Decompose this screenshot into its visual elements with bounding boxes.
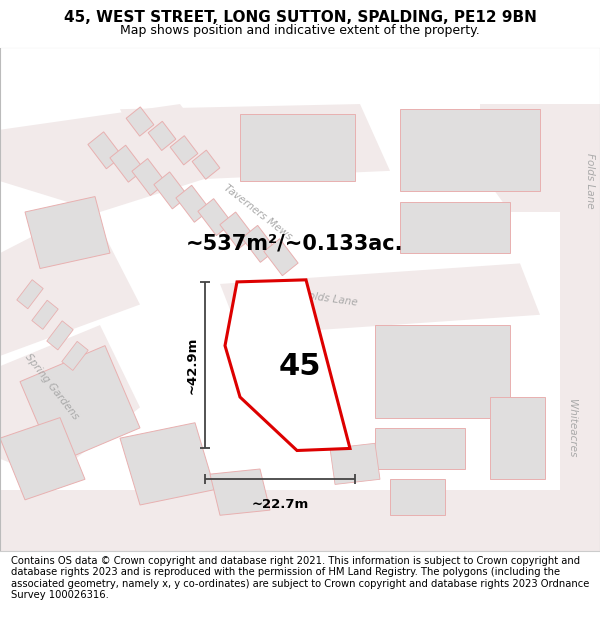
Polygon shape [20,346,140,464]
Polygon shape [220,212,254,249]
Polygon shape [0,325,140,479]
Polygon shape [192,150,220,179]
Polygon shape [400,109,540,191]
Text: 45: 45 [279,352,321,381]
Text: Whiteacres: Whiteacres [567,399,577,457]
Polygon shape [240,114,355,181]
Polygon shape [170,136,198,165]
Polygon shape [25,197,110,269]
Polygon shape [480,104,600,212]
Polygon shape [47,321,73,350]
Polygon shape [32,300,58,329]
Polygon shape [210,469,270,515]
Polygon shape [88,132,122,169]
Polygon shape [0,104,230,212]
Polygon shape [62,341,88,371]
Text: Taverners Mews: Taverners Mews [222,182,294,242]
Polygon shape [132,159,166,196]
Polygon shape [375,428,465,469]
Polygon shape [120,422,215,505]
Polygon shape [225,280,350,451]
Polygon shape [245,320,295,371]
Polygon shape [176,185,210,222]
Text: Folds Lane: Folds Lane [585,153,595,209]
Polygon shape [264,239,298,276]
Polygon shape [330,443,380,484]
Polygon shape [120,104,390,181]
Text: ~42.9m: ~42.9m [185,336,199,394]
Polygon shape [126,107,154,136]
Text: Folds Lane: Folds Lane [302,291,358,308]
Text: 45, WEST STREET, LONG SUTTON, SPALDING, PE12 9BN: 45, WEST STREET, LONG SUTTON, SPALDING, … [64,11,536,26]
Polygon shape [220,263,540,336]
Polygon shape [110,145,144,182]
Polygon shape [375,325,510,418]
Polygon shape [0,418,85,500]
Text: ~22.7m: ~22.7m [251,498,308,511]
Polygon shape [17,279,43,309]
Polygon shape [400,202,510,253]
Text: ~537m²/~0.133ac.: ~537m²/~0.133ac. [186,233,404,253]
Polygon shape [490,397,545,479]
Polygon shape [242,226,276,262]
Polygon shape [390,479,445,515]
Polygon shape [0,489,600,551]
Text: Map shows position and indicative extent of the property.: Map shows position and indicative extent… [120,24,480,37]
Polygon shape [154,172,188,209]
Polygon shape [540,104,600,551]
Polygon shape [198,199,232,236]
Polygon shape [148,121,176,151]
Text: Spring Gardens: Spring Gardens [23,352,81,421]
Polygon shape [0,207,140,356]
Text: Contains OS data © Crown copyright and database right 2021. This information is : Contains OS data © Crown copyright and d… [11,556,589,601]
